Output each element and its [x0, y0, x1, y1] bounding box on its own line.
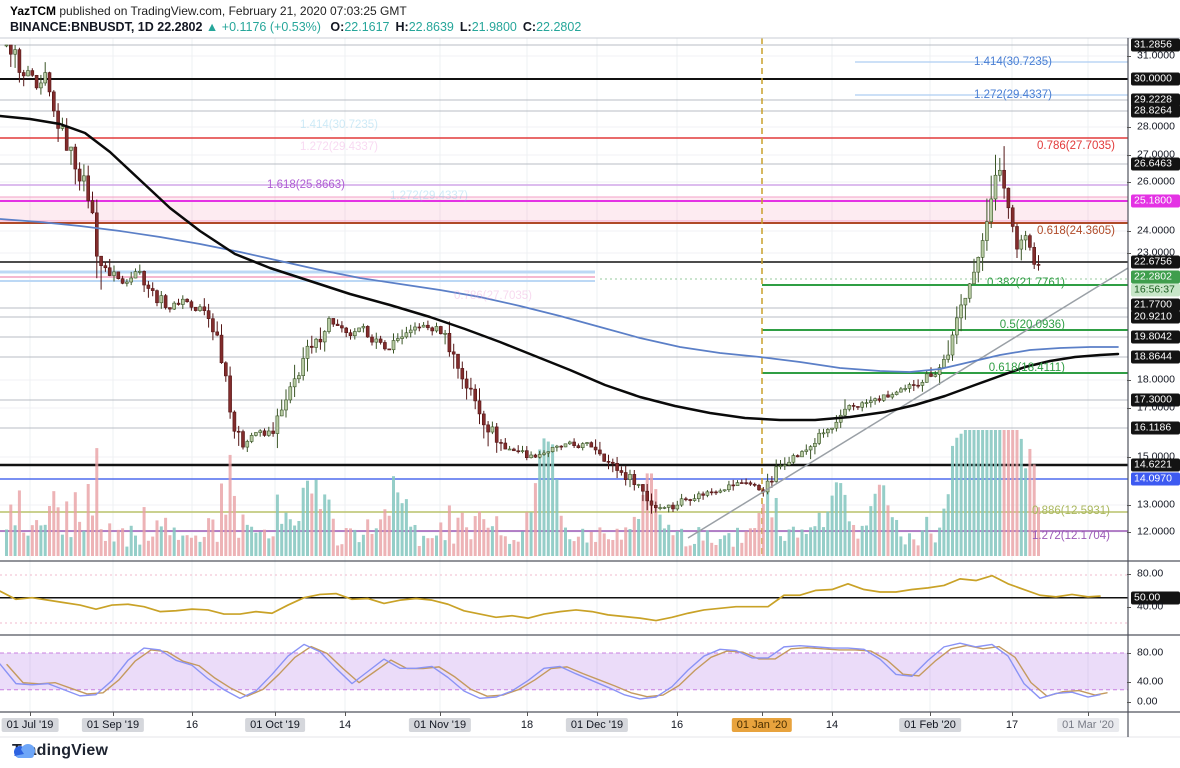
- time-axis-label: 01 Oct '19: [245, 718, 305, 732]
- time-tick: [192, 712, 193, 716]
- axis-tick: [1127, 532, 1131, 533]
- time-axis-label: 01 Mar '20: [1057, 718, 1119, 732]
- axis-tick: [1127, 182, 1131, 183]
- time-axis-label: 14: [338, 719, 352, 731]
- time-axis-label: 16: [670, 719, 684, 731]
- ohlc-key: L:: [459, 20, 472, 34]
- price-axis-label: 13.0000: [1137, 498, 1175, 511]
- price-axis-label: 20.9210: [1131, 310, 1180, 324]
- time-tick: [345, 712, 346, 716]
- axis-tick: [1127, 653, 1131, 654]
- time-tick: [527, 712, 528, 716]
- time-tick: [113, 712, 114, 716]
- price-axis-label: 19.8042: [1131, 330, 1180, 344]
- price-axis-label: 16.1186: [1131, 421, 1180, 435]
- ohlc-value: 22.1617: [344, 20, 390, 34]
- price-axis-label: 31.0000: [1137, 49, 1175, 62]
- price-axis-label: 28.0000: [1137, 120, 1175, 133]
- bar-countdown-label: 16:56:37: [1131, 283, 1180, 297]
- ohlc-values: O:22.1617 H:22.8639 L:21.9800 C:22.2802: [324, 20, 581, 34]
- price-axis-label: 29.2228: [1131, 93, 1180, 107]
- byline-text: published on TradingView.com, February 2…: [56, 4, 407, 18]
- author-name: YazTCM: [10, 4, 57, 18]
- price-axis-label: 31.2856: [1131, 38, 1180, 52]
- axis-tick: [1127, 505, 1131, 506]
- time-axis-label: 01 Jul '19: [1, 718, 59, 732]
- price-axis-label: 25.1800: [1131, 194, 1180, 208]
- axis-tick: [1127, 127, 1131, 128]
- time-tick: [597, 712, 598, 716]
- axis-tick: [1127, 702, 1131, 703]
- axis-tick: [1127, 682, 1131, 683]
- price-axis-label: 18.8644: [1131, 350, 1180, 364]
- price-axis-label: 12.0000: [1137, 525, 1175, 538]
- price-axis-label: 17.3000: [1131, 393, 1180, 407]
- ohlc-key: C:: [522, 20, 537, 34]
- time-axis-label: 01 Jan '20: [731, 718, 793, 732]
- price-axis-label: 28.8264: [1131, 104, 1180, 118]
- time-tick: [1012, 712, 1013, 716]
- axis-tick: [1127, 574, 1131, 575]
- current-price-label: 22.2802: [1131, 270, 1180, 284]
- up-arrow-icon: ▲: [205, 20, 219, 34]
- time-axis-label: 01 Sep '19: [81, 718, 145, 732]
- time-axis-label: 01 Feb '20: [899, 718, 961, 732]
- price-axis[interactable]: 31.2856 31.0000 30.0000 29.2228 28.8264 28.00…: [1127, 38, 1180, 737]
- price-change: +0.1176 (+0.53%): [221, 20, 321, 34]
- price-axis-label: 50.00: [1131, 591, 1180, 605]
- logo-text: TradingView: [12, 742, 109, 759]
- time-axis-label: 16: [185, 719, 199, 731]
- time-tick: [832, 712, 833, 716]
- byline: YazTCM published on TradingView.com, Feb…: [10, 4, 407, 18]
- axis-tick: [1127, 380, 1131, 381]
- price-axis-label: 17.0000: [1137, 401, 1175, 414]
- price-axis-label: 30.0000: [1131, 72, 1180, 86]
- price-axis-label: 22.6756: [1131, 255, 1180, 269]
- tradingview-cloud-icon: [14, 744, 35, 758]
- price-axis-label: 14.6221: [1131, 458, 1180, 472]
- time-axis[interactable]: 01 Jul '19 01 Sep '19 16 01 Oct '19 14 01 Nov…: [0, 712, 1128, 737]
- price-axis-label: 0.00: [1137, 695, 1158, 708]
- last-price: 22.2802: [157, 20, 203, 34]
- price-axis-label: 40.00: [1137, 675, 1164, 688]
- price-axis-label: 26.6463: [1131, 157, 1180, 171]
- time-axis-label: 01 Dec '19: [565, 718, 629, 732]
- price-axis-label: 21.7700: [1131, 298, 1180, 312]
- ohlc-value: 21.9800: [471, 20, 517, 34]
- tradingview-logo[interactable]: TradingView: [12, 742, 108, 760]
- ohlc-value: 22.8639: [408, 20, 454, 34]
- time-tick: [677, 712, 678, 716]
- symbol-name[interactable]: BINANCE:BNBUSDT, 1D: [10, 20, 154, 34]
- axis-tick: [1127, 457, 1131, 458]
- time-tick: [930, 712, 931, 716]
- price-axis-label: 18.0000: [1137, 373, 1175, 386]
- time-tick: [30, 712, 31, 716]
- time-tick: [275, 712, 276, 716]
- axis-tick: [1127, 231, 1131, 232]
- time-tick: [1088, 712, 1089, 716]
- price-axis-label: 14.0970: [1131, 472, 1180, 486]
- ohlc-key: H:: [395, 20, 409, 34]
- price-axis-label: 26.0000: [1137, 175, 1175, 188]
- ohlc-value: 22.2802: [536, 20, 582, 34]
- price-axis-label: 80.00: [1137, 646, 1164, 659]
- price-axis-label: 80.00: [1137, 567, 1164, 580]
- ohlc-key: O:: [330, 20, 345, 34]
- price-axis-label: 40.00: [1137, 600, 1164, 613]
- axis-tick: [1127, 253, 1131, 254]
- axis-tick: [1127, 155, 1131, 156]
- price-axis-label: 24.0000: [1137, 224, 1175, 237]
- time-tick: [762, 712, 763, 716]
- time-axis-label: 18: [520, 719, 534, 731]
- axis-tick: [1127, 607, 1131, 608]
- time-axis-label: 14: [825, 719, 839, 731]
- time-tick: [440, 712, 441, 716]
- time-axis-label: 17: [1005, 719, 1019, 731]
- axis-tick: [1127, 408, 1131, 409]
- time-axis-label: 01 Nov '19: [408, 718, 472, 732]
- axis-tick: [1127, 56, 1131, 57]
- symbol-info-bar: BINANCE:BNBUSDT, 1D 22.2802 ▲ +0.1176 (+…: [10, 20, 581, 34]
